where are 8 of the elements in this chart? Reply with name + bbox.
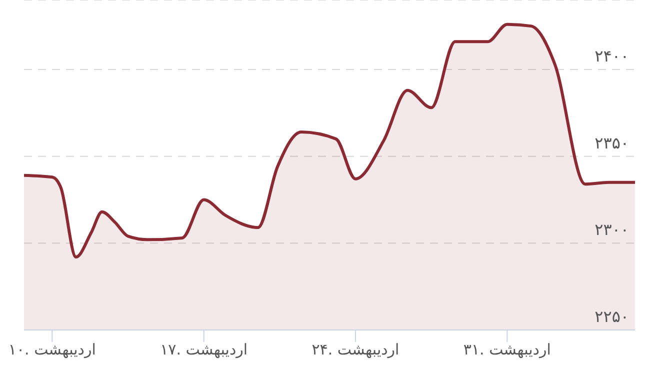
x-tick-label: ۲۴. اردیبهشت bbox=[312, 340, 400, 359]
y-tick-label: ۲۲۵۰ bbox=[594, 307, 629, 326]
x-tick-label: ۱۰. اردیبهشت bbox=[8, 340, 96, 359]
x-tick-label: ۳۱. اردیبهشت bbox=[463, 340, 551, 359]
x-tick-label: ۱۷. اردیبهشت bbox=[160, 340, 248, 359]
y-tick-label: ۲۳۰۰ bbox=[594, 220, 629, 240]
y-tick-label: ۲۳۵۰ bbox=[594, 133, 629, 152]
y-tick-label: ۲۴۰۰ bbox=[594, 46, 629, 66]
